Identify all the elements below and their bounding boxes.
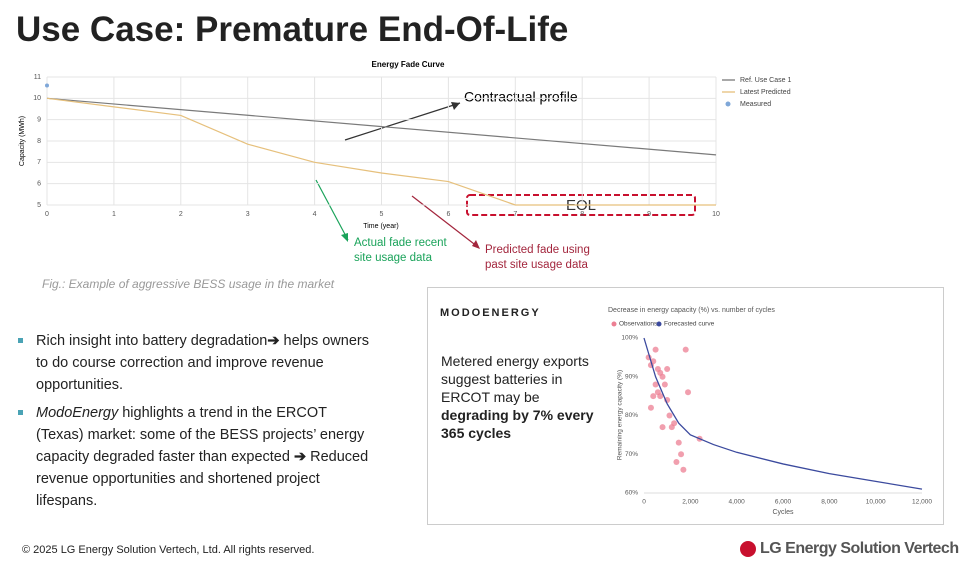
caption: Fig.: Example of aggressive BESS usage i… [42,277,335,291]
x-axis-label: Cycles [772,509,794,516]
y-tick-label: 8 [37,138,41,145]
x-tick-label: 3 [246,211,250,218]
legend-swatch [611,321,617,327]
x-tick-label: 1 [112,211,116,218]
slide-title: Use Case: Premature End-Of-Life [16,10,569,49]
text: highlights a trend in the ERCOT (Texas) … [36,405,365,465]
y-tick-label: 70% [625,451,638,458]
modo-text: Metered energy exports suggest batteries… [441,352,606,442]
point [647,404,654,411]
point [678,451,685,458]
point [675,439,682,446]
text: Reduced revenue opportunities and shorte… [36,449,369,509]
y-tick-label: 10 [33,95,41,102]
legend-label: Forecasted curve [664,321,715,328]
y-tick-label: 90% [625,373,638,380]
x-tick-label: 0 [45,211,49,218]
text: degrading by 7% every 365 cycles [441,407,594,441]
point [45,83,49,88]
x-tick-label: 9 [647,211,651,218]
point [659,373,666,380]
arrowhead [472,240,480,249]
bullet: ModoEnergy highlights a trend in the ERC… [18,402,378,512]
arrow [315,179,349,241]
y-axis-label: Remaining energy capacity (%) [617,370,624,460]
point [659,424,666,431]
point [673,459,680,465]
x-tick-label: 5 [380,211,384,218]
point [652,346,659,353]
x-tick-label: 10 [712,211,720,218]
annotation: Predicted fade using past site usage dat… [485,244,590,271]
chart-title: Energy Fade Curve [372,60,445,69]
y-tick-label: 60% [625,490,638,497]
arrowhead [451,102,460,110]
y-tick-label: 80% [625,412,638,419]
x-tick-label: 10,000 [866,499,886,506]
legend-label: Observations [619,321,658,328]
line [643,337,923,490]
y-tick-label: 5 [37,202,41,209]
lg-icon [740,541,756,557]
arrowhead [341,233,348,242]
point [680,466,687,473]
legend-label: Latest Predicted [740,89,791,96]
x-tick-label: 12,000 [912,499,932,506]
point [664,366,671,372]
arrow [344,102,461,141]
text: Metered energy exports suggest batteries… [441,353,589,405]
legend-swatch [656,321,662,327]
point [666,412,673,419]
x-tick-label: 8,000 [821,499,838,506]
x-axis-label: Time (year) [363,223,399,230]
x-tick-label: 6 [446,211,450,218]
chart-title: Decrease in energy capacity (%) vs. numb… [608,307,775,314]
text: Rich insight into battery degradation [36,333,268,349]
point [671,420,678,427]
y-tick-label: 7 [37,159,41,166]
annotation: Contractual profile [464,89,578,105]
y-axis-label: Capacity (MWh) [19,116,26,166]
x-tick-label: 7 [513,211,517,218]
copyright: © 2025 LG Energy Solution Vertech, Ltd. … [22,544,315,556]
line [46,97,716,206]
modo-panel [427,287,944,525]
point [661,381,668,388]
text: ➔ [267,333,280,349]
x-tick-label: 0 [642,499,646,506]
x-tick-label: 8 [580,211,584,218]
annotation: Actual fade recent site usage data [354,237,447,264]
x-tick-label: 2,000 [682,499,699,506]
line [46,97,717,156]
point [682,346,689,353]
modo-logo: MODOENERGY [440,307,541,319]
y-tick-label: 6 [37,181,41,188]
point [657,393,664,400]
text: helps owners to do course correction and… [36,333,369,393]
bullet: Rich insight into battery degradation➔ h… [18,330,378,396]
x-tick-label: 4 [313,211,317,218]
text: ModoEnergy [36,405,119,421]
x-tick-label: 4,000 [729,499,746,506]
point [650,393,657,400]
company-logo: LG Energy Solution Vertech [760,540,959,557]
x-tick-label: 2 [179,211,183,218]
legend-label: Ref. Use Case 1 [740,77,791,84]
point [652,381,659,388]
legend-swatch [725,101,731,107]
x-tick-label: 6,000 [775,499,792,506]
y-tick-label: 11 [34,74,41,81]
y-tick-label: 100% [621,335,638,342]
y-tick-label: 9 [37,117,41,124]
legend-label: Measured [740,101,771,108]
text: ➔ [293,449,307,465]
point [685,389,692,396]
